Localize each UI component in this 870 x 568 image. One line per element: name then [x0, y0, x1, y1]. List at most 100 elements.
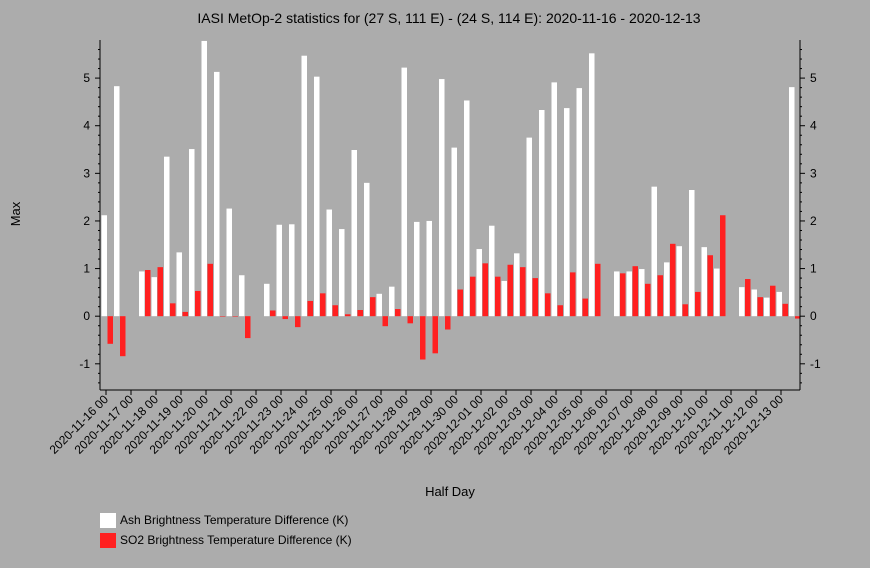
so2-bar-18	[332, 305, 338, 317]
so2-bar-5	[170, 303, 176, 317]
ash-bar-31	[489, 225, 495, 317]
so2-bar-32	[507, 264, 513, 317]
so2-bar-46	[682, 304, 688, 317]
legend-label-so2: SO2 Brightness Temperature Difference (K…	[120, 533, 352, 547]
so2-bar-19	[345, 314, 351, 317]
y-tick-label-left: 4	[83, 119, 90, 133]
ash-bar-30	[476, 249, 482, 317]
ash-bar-8	[201, 40, 207, 317]
so2-bar-48	[707, 255, 713, 317]
ash-bar-9	[214, 71, 220, 317]
ash-bar-13	[264, 283, 270, 317]
legend-label-ash: Ash Brightness Temperature Difference (K…	[120, 513, 348, 527]
y-tick-label-left: 0	[83, 309, 90, 323]
ash-bar-43	[639, 269, 645, 317]
ash-bar-44	[651, 186, 657, 317]
so2-bar-30	[482, 263, 488, 317]
y-tick-label-left: 2	[83, 214, 90, 228]
y-tick-label-right: 2	[810, 214, 817, 228]
so2-bar-54	[782, 303, 788, 317]
so2-bar-41	[620, 273, 626, 317]
y-tick-label-right: 0	[810, 309, 817, 323]
so2-bar-47	[695, 291, 701, 317]
y-tick-label-left: 1	[83, 262, 90, 276]
so2-bar-49	[720, 215, 726, 317]
ash-bar-19	[339, 229, 345, 317]
ash-bar-20	[351, 150, 357, 317]
y-tick-label-left: 5	[83, 71, 90, 85]
chart-title: IASI MetOp-2 statistics for (27 S, 111 E…	[197, 10, 700, 26]
y-tick-label-right: 5	[810, 71, 817, 85]
so2-bar-37	[570, 272, 576, 317]
ash-bar-17	[314, 76, 320, 317]
so2-bar-31	[495, 276, 501, 317]
ash-bar-42	[626, 271, 632, 317]
y-tick-label-right: 3	[810, 166, 817, 180]
so2-bar-28	[457, 289, 463, 317]
so2-bar-3	[145, 270, 151, 317]
so2-bar-45	[670, 243, 676, 317]
ash-bar-25	[414, 221, 420, 317]
ash-bar-41	[614, 271, 620, 317]
so2-bar-36	[557, 305, 563, 317]
so2-bar-1	[120, 316, 126, 357]
so2-bar-4	[157, 267, 163, 317]
ash-bar-49	[714, 268, 720, 317]
ash-bar-53	[764, 297, 770, 317]
ash-bar-28	[451, 147, 457, 317]
ash-bar-47	[689, 190, 695, 317]
ash-bar-21	[364, 182, 370, 317]
so2-bar-13	[270, 310, 276, 317]
x-axis-label: Half Day	[425, 484, 475, 499]
y-tick-label-right: 4	[810, 119, 817, 133]
ash-bar-16	[301, 55, 307, 317]
ash-bar-35	[539, 110, 545, 317]
so2-bar-43	[645, 283, 651, 317]
so2-bar-9	[220, 316, 226, 317]
so2-bar-16	[307, 300, 313, 317]
y-tick-label-left: 3	[83, 166, 90, 180]
ash-bar-4	[151, 277, 157, 317]
ash-bar-24	[401, 67, 407, 317]
ash-bar-23	[389, 286, 395, 317]
legend-swatch-so2	[100, 533, 116, 548]
so2-bar-38	[582, 298, 588, 317]
ash-bar-48	[701, 247, 707, 317]
ash-bar-33	[514, 253, 520, 317]
so2-bar-0	[107, 316, 113, 344]
ash-bar-26	[426, 220, 432, 317]
so2-bar-52	[757, 297, 763, 317]
ash-bar-46	[676, 246, 682, 317]
so2-bar-21	[370, 297, 376, 317]
so2-bar-25	[420, 316, 426, 360]
ash-bar-32	[501, 280, 507, 317]
so2-bar-20	[357, 310, 363, 317]
so2-bar-42	[632, 266, 638, 317]
ash-bar-10	[226, 208, 232, 317]
legend-swatch-ash	[100, 513, 116, 528]
ash-bar-34	[526, 137, 532, 317]
ash-bar-27	[439, 79, 445, 317]
so2-bar-22	[382, 316, 388, 327]
ash-bar-45	[664, 262, 670, 317]
y-axis-label: Max	[8, 201, 23, 226]
ash-bar-54	[776, 291, 782, 317]
so2-bar-14	[282, 316, 288, 320]
ash-bar-5	[164, 156, 170, 317]
so2-bar-29	[470, 276, 476, 317]
ash-bar-0	[101, 215, 107, 317]
so2-bar-51	[745, 279, 751, 317]
ash-bar-11	[239, 275, 245, 317]
so2-bar-17	[320, 293, 326, 317]
ash-bar-22	[376, 293, 382, 317]
ash-bar-15	[289, 224, 295, 317]
y-tick-label-right: -1	[810, 357, 821, 371]
so2-bar-6	[182, 311, 188, 317]
so2-bar-8	[207, 263, 213, 317]
so2-bar-39	[595, 263, 601, 317]
ash-bar-37	[564, 108, 570, 317]
ash-bar-6	[176, 252, 182, 317]
so2-bar-27	[445, 316, 451, 330]
